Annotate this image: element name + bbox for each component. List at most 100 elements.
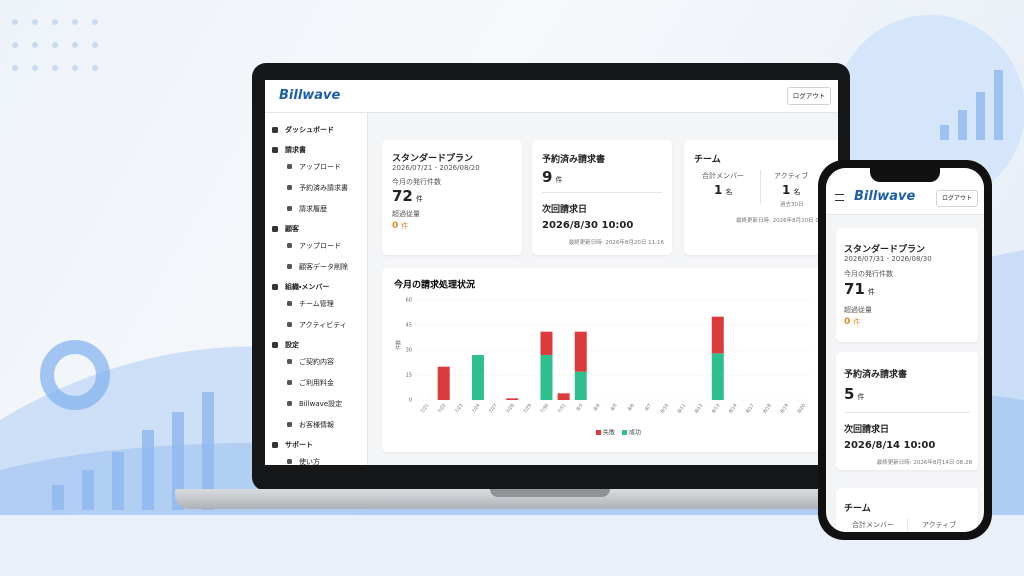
legend-swatch [596,430,601,435]
legend-swatch [622,430,627,435]
bar-segment [471,355,484,400]
x-tick-label: 7/24 [471,403,482,415]
unit: 件 [853,318,861,326]
nav-item[interactable]: 請求履歴 [299,205,327,213]
count: 5 [844,385,855,403]
x-tick-label: 7/28 [505,403,516,415]
y-tick-label: 45 [406,323,412,329]
nav-section[interactable]: ダッシュボード [285,126,334,134]
card-title: スタンダードプラン [844,245,926,255]
x-tick-label: 7/22 [437,403,448,415]
x-tick-label: 8/11 [676,403,687,415]
x-tick-label: 7/21 [419,403,430,415]
bar-segment [540,355,553,400]
unit: 件 [401,222,409,230]
y-tick-label: 15 [406,373,412,379]
sidebar: ダッシュボード 請求書 アップロード 予約済み請求書 請求履歴 顧客 アップロード 顧客データ… [265,113,368,465]
logout-button[interactable]: ログアウト [787,87,831,105]
nav-item[interactable]: お客様情報 [299,421,334,429]
nav-section[interactable]: 設定 [285,341,299,349]
nav-icon [287,243,292,248]
x-tick-label: 7/27 [488,403,499,415]
nav-item[interactable]: Billwave設定 [299,400,343,408]
unit: 名 [725,188,733,196]
header: Billwave ログアウト [265,80,838,113]
team-card: チーム 合計メンバー アクティブ [836,488,978,532]
nav-icon [287,322,292,327]
bar-segment [574,371,587,400]
nav-item[interactable]: 使い方 [299,458,320,465]
x-tick-label: 8/18 [762,403,773,415]
bar-segment [540,331,553,355]
laptop-base [175,489,855,509]
chart: 今月の請求処理状況 件数 0 15 30 45 60 7/21 7/22 7/23 7/24 7/… [394,279,812,437]
unit: 件 [415,195,423,203]
nav-icon [287,401,292,406]
label: 超過従量 [844,306,872,314]
nav-item[interactable]: アップロード [299,163,341,171]
nav-icon [287,422,292,427]
card-title: 予約済み請求書 [542,155,606,165]
period: 2026/07/31 - 2026/08/30 [844,255,932,263]
bar-segment [711,316,724,354]
count: 9 [542,168,553,186]
label: 次回請求日 [844,425,890,435]
logout-button[interactable]: ログアウト [936,190,978,207]
menu-icon[interactable] [835,194,844,201]
logo[interactable]: Billwave [854,189,916,204]
nav-item[interactable]: アップロード [299,242,341,250]
nav-icon [287,301,292,306]
card-title: チーム [694,155,721,165]
decor-bars [52,70,1003,510]
nav-section[interactable]: サポート [285,441,313,449]
unit: 件 [867,288,875,296]
nav-item[interactable]: ご契約内容 [299,358,334,366]
x-tick-label: 7/30 [539,403,550,415]
x-tick-label: 7/29 [522,403,533,415]
y-tick-label: 0 [409,398,412,404]
nav-icon [287,164,292,169]
chart-card: 今月の請求処理状況 件数 0 15 30 45 60 7/21 7/22 7/23 7/24 7/… [382,268,820,452]
label: 超過従量 [392,210,420,218]
nav-item[interactable]: アクティビティ [299,321,347,329]
count: 1 [782,183,791,197]
decor-dots [12,19,98,71]
note: 過去30日 [780,202,804,208]
nav-icon [272,147,278,153]
nav-item[interactable]: チーム管理 [299,300,334,308]
updated: 最終更新日時: 2026年8月20日 06 [736,218,823,224]
label: 今月の発行件数 [392,178,441,186]
decor-donut [40,340,110,410]
x-tick-label: 8/5 [610,403,619,412]
nav-item[interactable]: 予約済み請求書 [299,184,348,192]
logo[interactable]: Billwave [279,88,341,103]
x-tick-label: 8/7 [644,403,653,412]
y-tick-label: 60 [406,298,412,304]
nav-section[interactable]: 組織・メンバー [285,283,330,291]
nav-item[interactable]: ご利用料金 [299,379,334,387]
nav-section[interactable]: 請求書 [285,146,306,154]
laptop-screen: Billwave ログアウト ダッシュボード 請求書 アップロード 予約済み請求書 請求… [265,80,838,465]
card-title: スタンダードプラン [392,154,474,164]
x-tick-label: 8/3 [575,403,584,412]
nav-icon [287,185,292,190]
nav-icon [272,442,278,448]
bar-segment [437,366,450,400]
next-date: 2026/8/30 10:00 [542,220,634,231]
nav-icon [287,206,292,211]
nav-icon [272,226,278,232]
nav-section[interactable]: 顧客 [285,225,299,233]
x-tick-label: 8/4 [592,403,601,412]
nav-item[interactable]: 顧客データ削除 [299,263,348,271]
nav-icon [287,359,292,364]
y-tick-label: 30 [406,348,412,354]
nav-icon [287,459,292,464]
laptop-notch [490,489,610,497]
bar-segment [574,331,587,372]
card-title: 予約済み請求書 [844,370,908,380]
